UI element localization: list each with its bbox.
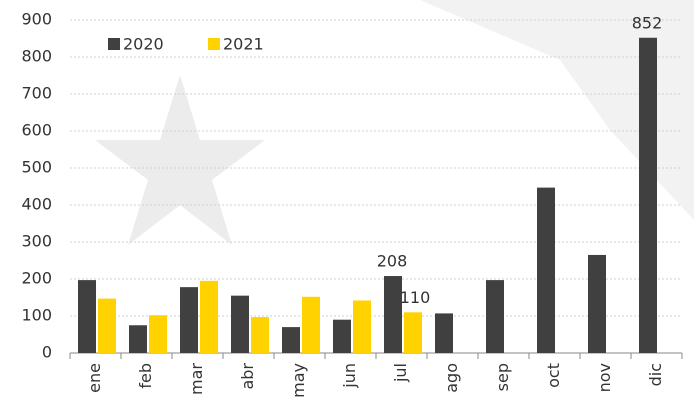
bar [588, 254, 606, 353]
y-tick-label: 100 [21, 306, 52, 325]
watermark-star [95, 75, 265, 245]
bar [537, 187, 555, 353]
x-tick-label: dic [646, 363, 665, 386]
x-tick-label: feb [136, 363, 155, 389]
x-tick-label: mar [187, 363, 206, 395]
bar [200, 280, 218, 353]
y-tick-label: 0 [42, 343, 52, 362]
data-label: 208 [377, 252, 408, 271]
x-tick-label: ene [85, 363, 104, 393]
y-tick-label: 500 [21, 158, 52, 177]
bar [384, 276, 402, 353]
legend-swatch [208, 38, 220, 50]
bar [486, 280, 504, 353]
y-tick-label: 600 [21, 121, 52, 140]
bar [180, 287, 198, 353]
legend-label: 2021 [223, 35, 264, 54]
bar [149, 315, 167, 353]
bar [129, 325, 147, 353]
bar [231, 295, 249, 353]
y-tick-label: 200 [21, 269, 52, 288]
legend-label: 2020 [123, 35, 164, 54]
bar [639, 37, 657, 353]
bar [98, 298, 116, 353]
bar [404, 312, 422, 353]
y-tick-label: 400 [21, 195, 52, 214]
bar [78, 280, 96, 353]
data-label: 852 [632, 13, 663, 32]
x-tick-label: nov [595, 363, 614, 392]
x-tick-label: jul [391, 363, 410, 383]
bar [251, 317, 269, 353]
x-tick-label: ago [442, 363, 461, 393]
legend-swatch [108, 38, 120, 50]
y-tick-label: 900 [21, 10, 52, 29]
y-tick-label: 700 [21, 84, 52, 103]
watermark-shape [420, 0, 694, 220]
bar [282, 327, 300, 353]
x-tick-label: may [289, 363, 308, 398]
bar [302, 296, 320, 353]
bar [353, 300, 371, 353]
y-tick-label: 300 [21, 232, 52, 251]
x-tick-label: jun [340, 363, 359, 389]
bar [435, 313, 453, 353]
x-tick-label: oct [544, 363, 563, 388]
data-label: 110 [400, 288, 431, 307]
bar [333, 319, 351, 353]
y-tick-label: 800 [21, 47, 52, 66]
x-tick-label: sep [493, 363, 512, 391]
x-tick-label: abr [238, 363, 257, 390]
